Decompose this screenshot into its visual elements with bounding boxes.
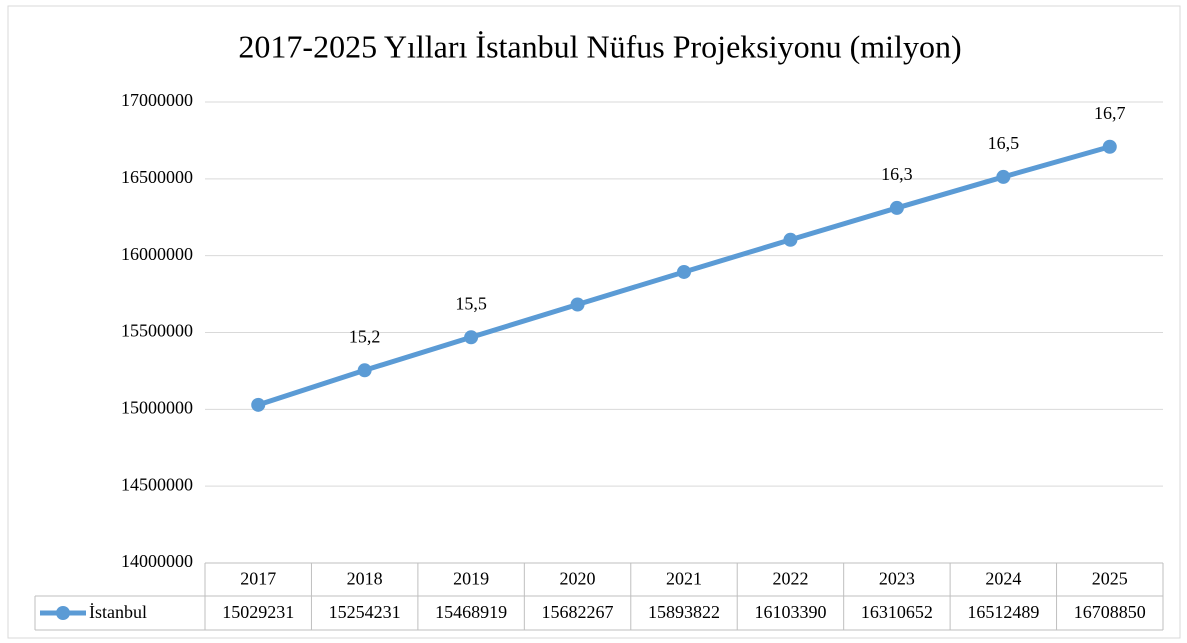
table-value: 15893822 bbox=[648, 602, 720, 622]
legend-marker bbox=[56, 606, 70, 620]
x-tick-label: 2020 bbox=[560, 569, 596, 589]
y-tick-label: 14000000 bbox=[121, 551, 193, 571]
legend-label: İstanbul bbox=[89, 602, 147, 622]
table-value: 16512489 bbox=[967, 602, 1039, 622]
data-point bbox=[251, 397, 266, 412]
data-point bbox=[357, 363, 372, 378]
x-tick-label: 2021 bbox=[666, 569, 702, 589]
x-tick-label: 2019 bbox=[453, 569, 489, 589]
data-point bbox=[570, 297, 585, 312]
data-point bbox=[1102, 139, 1117, 154]
data-point bbox=[783, 232, 798, 247]
y-tick-label: 15500000 bbox=[121, 321, 193, 341]
x-tick-label: 2023 bbox=[879, 569, 915, 589]
data-point bbox=[677, 264, 691, 279]
data-label: 16,3 bbox=[881, 164, 913, 184]
data-label: 16,7 bbox=[1094, 103, 1126, 123]
data-point bbox=[996, 169, 1011, 184]
y-tick-label: 14500000 bbox=[121, 474, 193, 494]
y-tick-label: 15000000 bbox=[121, 397, 193, 417]
table-value: 16708850 bbox=[1074, 602, 1146, 622]
x-tick-label: 2017 bbox=[240, 569, 276, 589]
table-value: 15468919 bbox=[435, 602, 507, 622]
table-value: 16310652 bbox=[861, 602, 933, 622]
y-tick-label: 17000000 bbox=[121, 90, 193, 110]
x-tick-label: 2022 bbox=[772, 569, 808, 589]
data-label: 16,5 bbox=[988, 133, 1020, 153]
x-tick-label: 2024 bbox=[985, 569, 1021, 589]
data-label: 15,2 bbox=[349, 326, 381, 346]
y-tick-label: 16000000 bbox=[121, 244, 193, 264]
chart-border bbox=[7, 5, 1181, 639]
data-label: 15,5 bbox=[455, 293, 487, 313]
x-tick-label: 2025 bbox=[1092, 569, 1128, 589]
y-tick-label: 16500000 bbox=[121, 167, 193, 187]
table-value: 15682267 bbox=[542, 602, 614, 622]
chart-title: 2017-2025 Yılları İstanbul Nüfus Projeks… bbox=[238, 28, 961, 64]
table-value: 15029231 bbox=[222, 602, 294, 622]
x-tick-label: 2018 bbox=[347, 569, 383, 589]
table-value: 15254231 bbox=[329, 602, 401, 622]
data-point bbox=[889, 200, 904, 215]
table-value: 16103390 bbox=[754, 602, 826, 622]
data-point bbox=[464, 330, 479, 345]
